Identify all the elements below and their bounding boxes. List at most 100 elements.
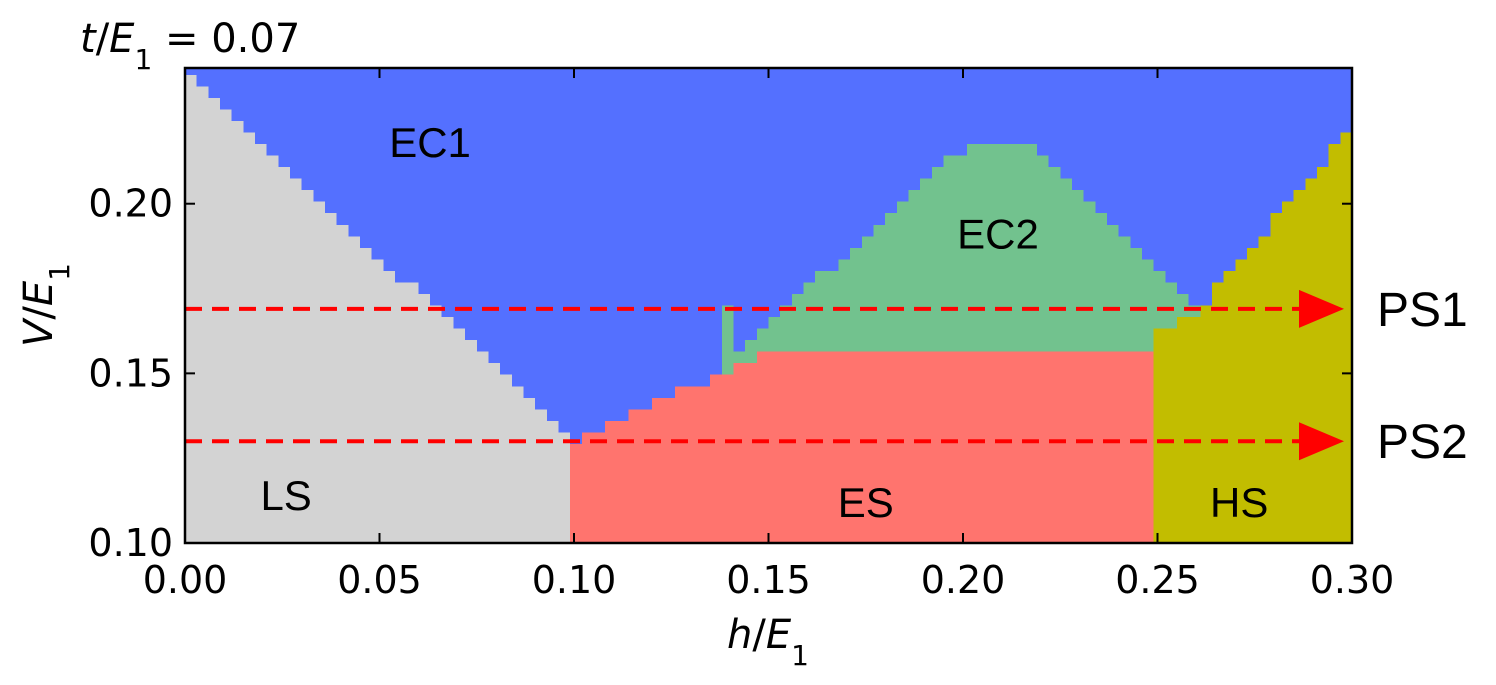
region-hs xyxy=(1328,144,1341,543)
region-ls xyxy=(255,144,268,543)
region-ls xyxy=(313,201,326,543)
region-es xyxy=(710,374,723,543)
region-es xyxy=(640,409,653,543)
parameter-label: t/E1 = 0.07 xyxy=(80,16,300,76)
region-es xyxy=(698,386,711,543)
region-ls xyxy=(453,328,466,543)
region-hs xyxy=(1188,317,1201,543)
scan-paths: PS1 PS2 xyxy=(185,284,1468,469)
region-ls xyxy=(290,178,303,543)
region-es xyxy=(873,351,886,543)
region-es xyxy=(1106,351,1120,543)
region-ls xyxy=(511,386,525,543)
x-tick-label: 0.30 xyxy=(1310,558,1395,602)
region-ls xyxy=(488,363,501,543)
region-es xyxy=(768,351,781,543)
region-es xyxy=(721,374,735,543)
region-ls xyxy=(546,420,560,543)
region-es xyxy=(943,351,956,543)
region-label-ec1: EC1 xyxy=(389,119,471,166)
region-ls xyxy=(301,190,314,543)
region-label-es: ES xyxy=(838,479,894,526)
region-es xyxy=(885,351,898,543)
y-tick-label: 0.10 xyxy=(88,521,173,565)
region-es xyxy=(826,351,840,543)
region-es xyxy=(651,397,665,543)
region-es xyxy=(756,351,770,543)
region-es xyxy=(1036,351,1050,543)
y-tick-label: 0.20 xyxy=(88,182,173,226)
region-hs xyxy=(1270,213,1283,543)
region-ls xyxy=(325,213,338,543)
region-ls xyxy=(523,397,536,543)
region-es xyxy=(803,351,816,543)
region-label-hs: HS xyxy=(1210,479,1268,526)
region-ec1 xyxy=(570,68,583,543)
region-ls xyxy=(500,374,513,543)
region-es xyxy=(1130,351,1143,543)
region-ls xyxy=(535,409,548,543)
region-es xyxy=(675,386,688,543)
region-ls xyxy=(360,247,373,543)
phase-regions xyxy=(185,68,1352,543)
region-ls xyxy=(336,224,349,543)
x-tick-label: 0.25 xyxy=(1115,558,1200,602)
region-labels: EC1 EC2 LS ES HS xyxy=(260,119,1268,526)
x-axis-title: h/E1 xyxy=(727,612,809,672)
region-hs xyxy=(1258,236,1271,543)
region-es xyxy=(686,386,700,543)
region-es xyxy=(990,351,1003,543)
region-ls xyxy=(278,167,291,543)
region-es xyxy=(838,351,851,543)
x-tick-label: 0.05 xyxy=(337,558,422,602)
region-es xyxy=(663,397,676,543)
region-es xyxy=(850,351,863,543)
x-tick-label: 0.10 xyxy=(532,558,617,602)
region-es xyxy=(745,363,758,543)
region-ls xyxy=(196,86,209,543)
region-ls xyxy=(430,305,443,543)
region-hs xyxy=(1153,328,1166,543)
region-hs xyxy=(1293,190,1306,543)
y-axis-ticks: 0.10 0.15 0.20 xyxy=(88,182,1352,565)
region-hs xyxy=(1211,282,1225,543)
region-hs xyxy=(1176,317,1190,543)
path-label-ps1: PS1 xyxy=(1377,284,1468,337)
region-es xyxy=(978,351,991,543)
region-es xyxy=(570,443,583,543)
region-hs xyxy=(1281,201,1295,543)
region-es xyxy=(1118,351,1131,543)
region-es xyxy=(931,351,945,543)
x-tick-label: 0.20 xyxy=(921,558,1006,602)
region-ls xyxy=(208,97,221,543)
region-hs xyxy=(1165,328,1178,543)
region-ec1 xyxy=(581,68,595,543)
region-ls xyxy=(406,282,419,543)
region-es xyxy=(896,351,910,543)
region-es xyxy=(733,363,746,543)
region-ls xyxy=(266,155,279,543)
region-es xyxy=(815,351,828,543)
region-es xyxy=(1095,351,1108,543)
region-hs xyxy=(1200,305,1213,543)
region-ec1 xyxy=(558,68,571,543)
region-es xyxy=(791,351,805,543)
y-tick-label: 0.15 xyxy=(88,351,173,395)
region-ls xyxy=(383,270,396,543)
region-ls xyxy=(395,282,408,543)
path-arrowhead-ps1 xyxy=(1299,289,1344,328)
region-es xyxy=(908,351,921,543)
region-es xyxy=(1025,351,1038,543)
region-es xyxy=(593,432,606,543)
region-es xyxy=(920,351,933,543)
y-axis-title: V/E1 xyxy=(16,263,76,347)
region-es xyxy=(616,420,630,543)
region-hs xyxy=(1316,167,1330,543)
region-es xyxy=(955,351,968,543)
region-ls xyxy=(418,293,431,543)
region-es xyxy=(1071,351,1085,543)
path-label-ps2: PS2 xyxy=(1377,416,1468,469)
region-es xyxy=(628,409,641,543)
region-hs xyxy=(1246,247,1260,543)
